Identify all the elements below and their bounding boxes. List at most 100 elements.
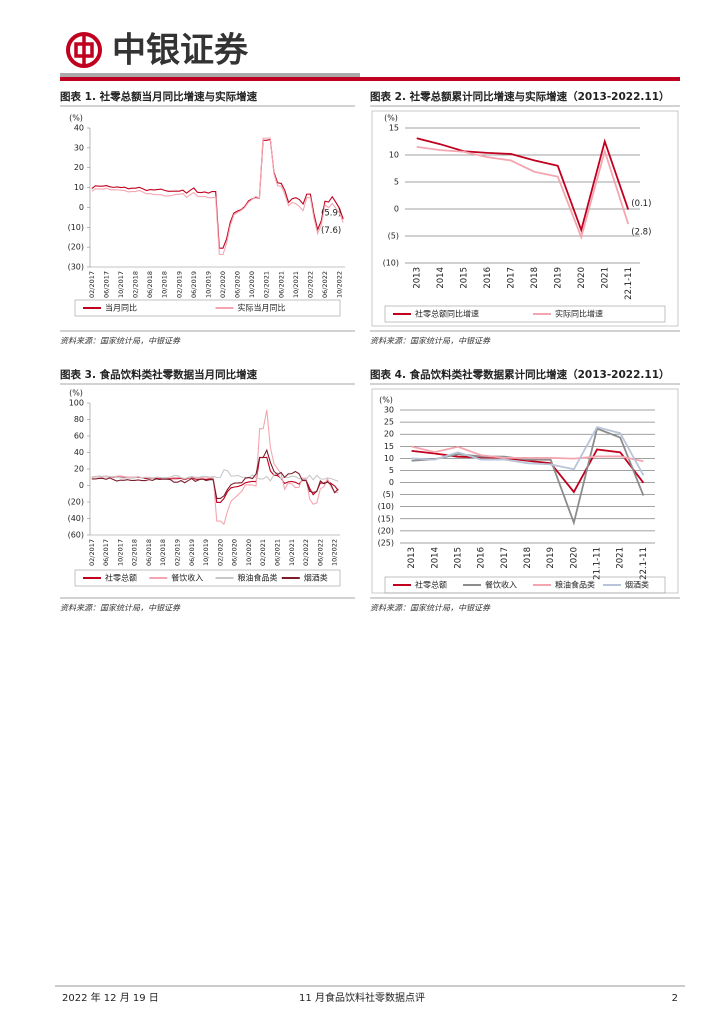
footer-date: 2022 年 12 月 19 日 xyxy=(62,991,159,1004)
legend-label: 社零总额同比增速 xyxy=(415,309,479,319)
data-label: (2.8) xyxy=(631,228,651,238)
y-tick-label: (60) xyxy=(68,531,84,540)
series-line xyxy=(91,137,344,256)
x-tick-label: 02/2020 xyxy=(216,539,224,566)
y-tick-label: (20) xyxy=(68,243,84,252)
figure-title: 图表 1. 社零总额当月同比增速与实际增速 xyxy=(60,90,258,103)
y-tick-label: 15 xyxy=(384,442,394,451)
figure-title: 图表 3. 食品饮料类社零数据当月同比增速 xyxy=(60,368,258,381)
footer-report: 11 月食品饮料社零数据点评 xyxy=(299,991,425,1004)
x-tick-label: 10/2020 xyxy=(248,271,256,298)
x-tick-label: 2016 xyxy=(483,267,493,289)
y-axis-label: (%) xyxy=(69,389,83,398)
series-line xyxy=(411,427,645,526)
x-tick-label: 2013 xyxy=(407,547,417,569)
panel-frame xyxy=(371,110,679,327)
x-tick-label: 2014 xyxy=(430,547,440,569)
x-tick-label: 02/2018 xyxy=(132,271,140,298)
series-line xyxy=(91,448,339,499)
x-tick-label: 2014 xyxy=(436,267,446,289)
y-tick-label: 80 xyxy=(74,415,84,424)
source: 资料来源：国家统计局，中银证券 xyxy=(370,604,491,613)
x-tick-label: 2016 xyxy=(477,547,487,569)
x-tick-label: 02/2021 xyxy=(263,271,271,298)
x-tick-label: 2019 xyxy=(553,267,563,289)
y-axis-label: (%) xyxy=(69,114,83,123)
x-tick-label: 10/2020 xyxy=(245,539,253,566)
x-tick-label: 02/2018 xyxy=(131,539,139,566)
legend-label: 社零总额 xyxy=(105,573,137,583)
x-tick-label: 06/2021 xyxy=(274,539,282,566)
x-tick-label: 10/2019 xyxy=(202,539,210,566)
x-tick-label: 02/2022 xyxy=(306,271,314,298)
x-tick-label: 06/2017 xyxy=(102,539,110,566)
x-tick-label: 2015 xyxy=(453,547,463,569)
x-tick-label: 2018 xyxy=(530,267,540,289)
x-tick-label: 2021 xyxy=(616,547,626,569)
y-axis-label: (%) xyxy=(379,396,393,405)
y-tick-label: 30 xyxy=(74,143,84,152)
x-tick-label: 2019 xyxy=(546,547,556,569)
x-tick-label: 02/2019 xyxy=(174,539,182,566)
y-tick-label: 60 xyxy=(74,432,84,441)
series-line xyxy=(416,137,630,234)
y-tick-label: (20) xyxy=(378,526,394,535)
x-tick-label: 06/2020 xyxy=(231,539,239,566)
x-tick-label: 2017 xyxy=(506,267,516,289)
y-tick-label: (5) xyxy=(383,490,394,499)
y-tick-label: 20 xyxy=(384,430,394,439)
y-tick-label: 20 xyxy=(74,465,84,474)
series-line xyxy=(91,409,339,526)
source: 资料来源：国家统计局，中银证券 xyxy=(370,337,491,346)
figure-title: 图表 2. 社零总额累计同比增速与实际增速（2013-2022.11） xyxy=(370,90,670,103)
header-bar xyxy=(60,73,360,77)
x-tick-label: 06/2021 xyxy=(277,271,285,298)
x-tick-label: 22.1-11 xyxy=(639,547,649,580)
legend-frame xyxy=(384,305,666,323)
x-tick-label: 2021 xyxy=(600,267,610,289)
y-tick-label: 30 xyxy=(384,406,394,415)
x-tick-label: 2013 xyxy=(412,267,422,289)
x-tick-label: 10/2019 xyxy=(204,271,212,298)
y-tick-label: (10) xyxy=(383,259,399,268)
series-line xyxy=(411,445,644,463)
x-tick-label: 10/2018 xyxy=(161,271,169,298)
data-label: (5.9) xyxy=(321,209,341,219)
series-line xyxy=(91,469,339,482)
legend-frame xyxy=(74,299,341,317)
y-tick-label: 40 xyxy=(74,124,84,133)
x-tick-label: 02/2021 xyxy=(259,539,267,566)
y-tick-label: (25) xyxy=(378,539,394,548)
y-tick-label: 100 xyxy=(69,399,84,408)
header-rule xyxy=(60,77,680,81)
figure-title: 图表 4. 食品饮料类社零数据累计同比增速（2013-2022.11） xyxy=(370,368,670,381)
x-tick-label: 10/2017 xyxy=(117,271,125,298)
y-tick-label: 5 xyxy=(389,466,394,475)
x-tick-label: 06/2019 xyxy=(190,271,198,298)
x-tick-label: 10/2022 xyxy=(336,271,344,298)
x-tick-label: 06/2018 xyxy=(146,271,154,298)
legend-label: 实际当月同比 xyxy=(238,303,286,313)
logo xyxy=(66,32,102,68)
y-tick-label: 10 xyxy=(389,151,399,160)
y-tick-label: 40 xyxy=(74,448,84,457)
x-tick-label: 2017 xyxy=(500,547,510,569)
x-tick-label: 10/2021 xyxy=(288,539,296,566)
data-label: (7.6) xyxy=(321,226,341,236)
legend-label: 社零总额 xyxy=(415,580,447,590)
y-axis-label: (%) xyxy=(384,114,398,123)
y-tick-label: 5 xyxy=(394,178,399,187)
legend-frame xyxy=(74,569,341,587)
x-tick-label: 02/2017 xyxy=(88,271,96,298)
y-tick-label: 0 xyxy=(389,478,394,487)
legend-frame xyxy=(384,576,666,594)
y-tick-label: (40) xyxy=(68,514,84,523)
x-tick-label: 02/2017 xyxy=(88,539,96,566)
y-tick-label: 0 xyxy=(79,203,84,212)
legend-label: 粮油食品类 xyxy=(238,573,278,583)
y-tick-label: (30) xyxy=(68,263,84,272)
x-tick-label: 02/2019 xyxy=(175,271,183,298)
y-tick-label: (15) xyxy=(378,514,394,523)
x-tick-label: 2015 xyxy=(459,267,469,289)
x-tick-label: 2018 xyxy=(523,547,533,569)
